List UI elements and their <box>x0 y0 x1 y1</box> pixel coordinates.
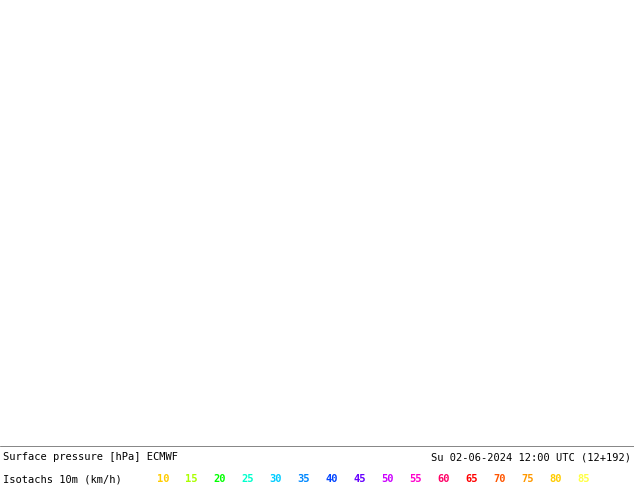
Text: Su 02-06-2024 12:00 UTC (12+192): Su 02-06-2024 12:00 UTC (12+192) <box>431 452 631 462</box>
Text: 90: 90 <box>605 474 618 484</box>
Text: 30: 30 <box>269 474 281 484</box>
Text: Surface pressure [hPa] ECMWF: Surface pressure [hPa] ECMWF <box>3 452 178 462</box>
Text: 65: 65 <box>465 474 477 484</box>
Text: Isotachs 10m (km/h): Isotachs 10m (km/h) <box>3 474 122 484</box>
Text: 15: 15 <box>185 474 198 484</box>
Text: 25: 25 <box>241 474 254 484</box>
Text: 50: 50 <box>381 474 394 484</box>
Text: 55: 55 <box>409 474 422 484</box>
Text: 35: 35 <box>297 474 309 484</box>
Text: 85: 85 <box>577 474 590 484</box>
Text: 60: 60 <box>437 474 450 484</box>
Text: 45: 45 <box>353 474 365 484</box>
Text: 80: 80 <box>549 474 562 484</box>
Text: 70: 70 <box>493 474 505 484</box>
Text: 10: 10 <box>157 474 169 484</box>
Text: 20: 20 <box>213 474 226 484</box>
Text: 75: 75 <box>521 474 533 484</box>
Text: 40: 40 <box>325 474 337 484</box>
